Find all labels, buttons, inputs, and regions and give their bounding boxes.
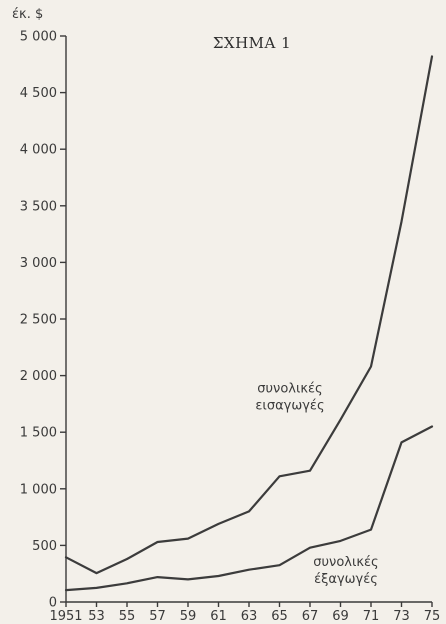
y-tick-label: 500 [32,539,57,554]
series-labels: συνολικές εισαγωγές συνολικές έξαγωγές [255,382,378,587]
chart-title: ΣΧΗΜΑ 1 [213,34,291,52]
x-tick-label: 75 [424,609,441,624]
x-tick-label: 61 [210,609,227,624]
imports-point [65,556,67,559]
imports-point [278,475,281,478]
exports-label-line2: έξαγωγές [314,572,378,587]
y-tick-label: 4 000 [20,143,57,158]
imports-point [95,572,98,574]
imports-label-line1: συνολικές [257,382,322,397]
y-axis-unit-label: έκ. $ [12,7,43,22]
imports-point [400,220,403,223]
y-tick-label: 3 500 [20,199,57,214]
exports-point [248,568,250,571]
imports-line [64,55,434,575]
y-tick-label: 1 500 [20,426,57,441]
exports-point [309,546,311,549]
y-tick-label: 2 500 [20,313,57,328]
series-group [64,55,434,592]
exports-point [278,564,281,567]
exports-point [400,441,403,444]
x-tick-label: 57 [149,609,166,624]
exports-point [126,582,128,585]
x-tick-label: 71 [363,609,380,624]
x-tick-label: 73 [393,609,410,624]
imports-point [370,365,372,368]
x-tick-label: 67 [302,609,319,624]
x-tick-label: 63 [241,609,258,624]
imports-point [431,55,433,58]
imports-point [339,418,342,421]
y-tick-label: 3 000 [20,256,57,271]
x-tick-label: 55 [119,609,136,624]
x-tick-label: 59 [180,609,197,624]
x-tick-label: 65 [271,609,288,624]
imports-point [248,510,250,513]
exports-point [187,578,189,581]
exports-point [95,587,98,589]
x-tick-label: 53 [88,609,105,624]
y-tick-label: 4 500 [20,86,57,101]
imports-point [156,541,159,543]
imports-point [126,558,128,560]
imports-point [309,469,311,472]
y-axis-ticks: 0 500 1 000 1 500 2 000 2 500 3 000 3 500 4 000 4… [20,30,66,611]
exports-point [156,576,159,578]
x-tick-label: 69 [332,609,349,624]
imports-point [187,537,189,540]
exports-point [370,528,372,531]
exports-point [217,575,220,577]
y-tick-label: 1 000 [20,482,57,497]
exports-point [65,589,67,591]
exports-point [339,540,342,542]
imports-label-line2: εισαγωγές [255,399,324,414]
y-tick-label: 5 000 [20,30,57,45]
imports-point [217,523,220,525]
x-tick-label: 1951 [49,609,82,624]
y-tick-label: 2 000 [20,369,57,384]
axes [65,36,432,603]
exports-label-line1: συνολικές [313,555,378,570]
x-axis-ticks: 1951 53 55 57 59 61 63 65 67 69 71 73 75 [49,602,440,624]
exports-point [431,425,433,428]
y-tick-label: 0 [49,596,57,611]
